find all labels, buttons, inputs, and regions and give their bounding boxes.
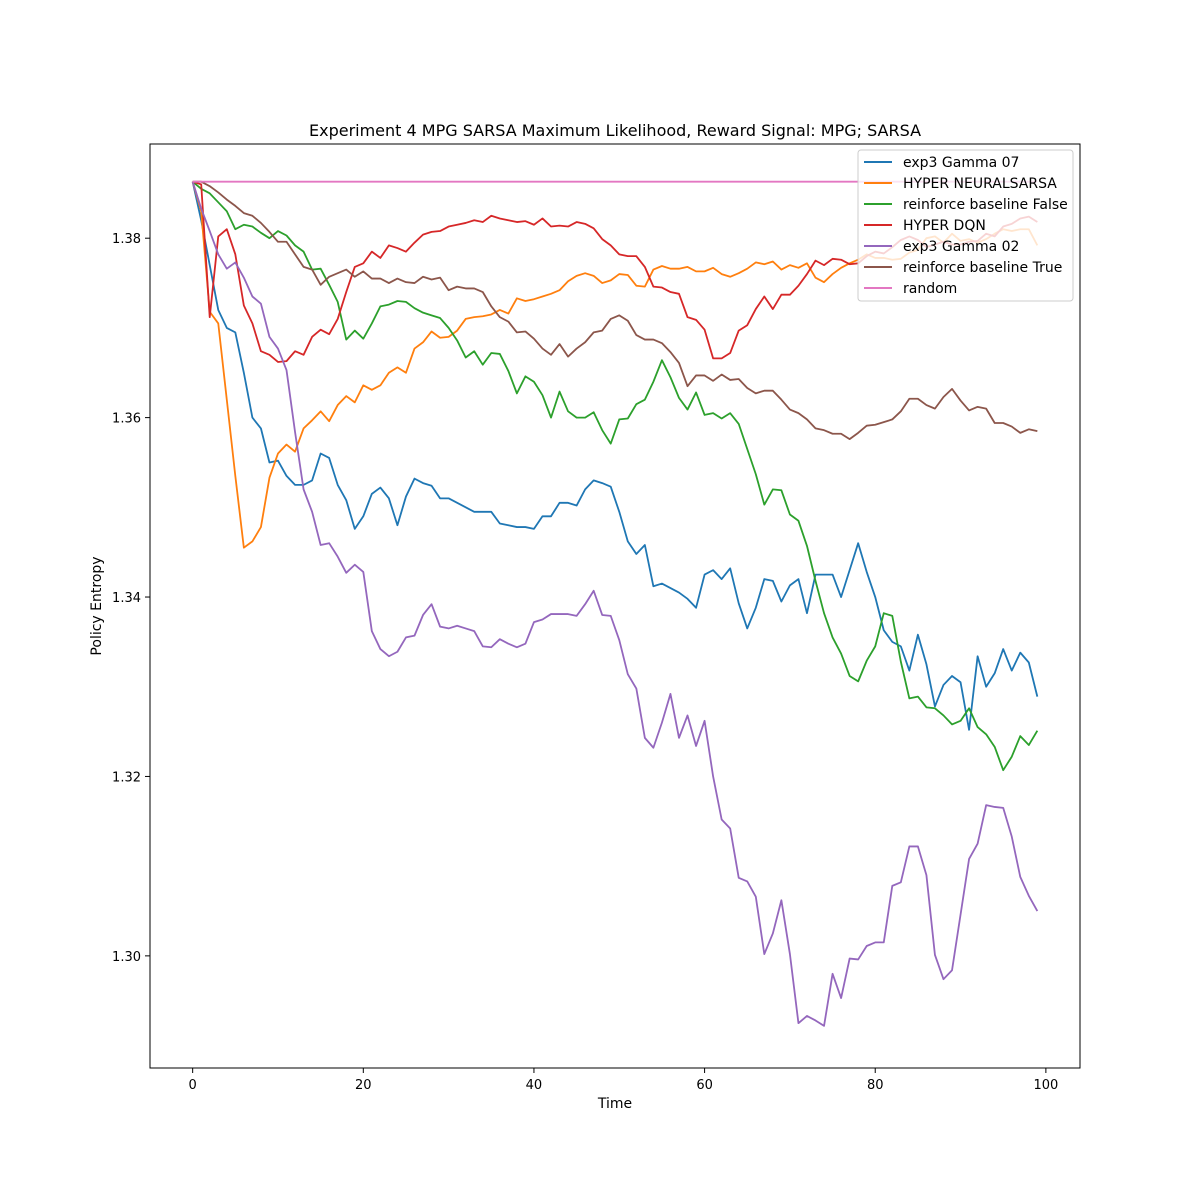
x-tick-label: 20 [355, 1078, 372, 1093]
series-line-0 [191, 181, 1039, 731]
y-tick-label: 1.38 [112, 232, 141, 247]
legend-label: HYPER DQN [903, 218, 986, 234]
y-tick-label: 1.34 [112, 591, 141, 606]
y-axis-label: Policy Entropy [89, 556, 105, 655]
legend: exp3 Gamma 07 HYPER NEURALSARSA reinforce … [857, 149, 1074, 302]
x-tick-label: 40 [526, 1078, 543, 1093]
series-line-2 [192, 180, 1039, 772]
legend-label: exp3 Gamma 07 [903, 155, 1019, 171]
legend-box [857, 149, 1074, 302]
x-tick-label: 60 [696, 1078, 713, 1093]
x-axis-ticks: 0 20 40 60 80 100 [189, 1068, 1058, 1093]
y-axis-ticks: 1.30 1.32 1.34 1.36 1.38 [112, 232, 150, 965]
y-tick-label: 1.36 [112, 412, 141, 427]
series-line-5 [192, 180, 1038, 441]
legend-label: reinforce baseline False [903, 197, 1068, 213]
legend-label: random [903, 281, 957, 297]
chart-title: Experiment 4 MPG SARSA Maximum Likelihoo… [309, 121, 921, 140]
legend-label: reinforce baseline True [903, 260, 1062, 276]
series-line-4 [191, 181, 1039, 1027]
legend-label: HYPER NEURALSARSA [903, 176, 1057, 192]
legend-label: exp3 Gamma 02 [903, 239, 1019, 255]
plot-area-frame [149, 143, 1081, 1069]
y-tick-label: 1.32 [112, 770, 141, 785]
x-tick-label: 0 [189, 1078, 197, 1093]
x-tick-label: 80 [867, 1078, 884, 1093]
x-axis-label: Time [597, 1096, 632, 1112]
y-tick-label: 1.30 [112, 950, 141, 965]
x-tick-label: 100 [1033, 1078, 1058, 1093]
